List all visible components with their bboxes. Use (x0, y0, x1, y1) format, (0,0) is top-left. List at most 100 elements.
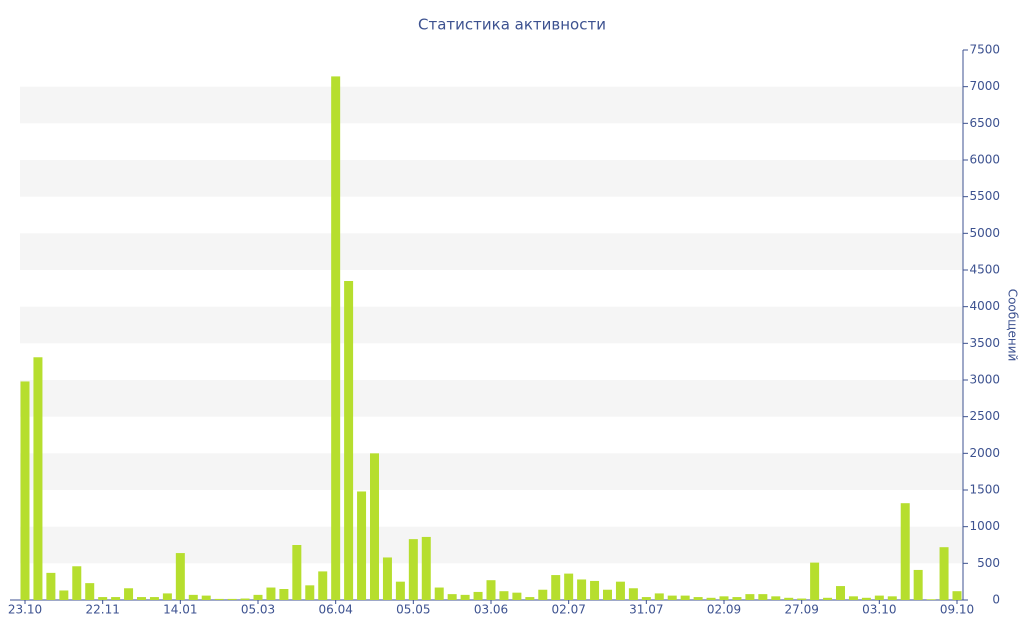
x-tick-label: 27.09 (784, 603, 818, 617)
bar (447, 594, 457, 600)
grid-band (20, 306, 963, 344)
y-axis-label: Сообщений (1006, 289, 1020, 362)
bar (641, 597, 651, 600)
bar (124, 588, 134, 600)
bar (680, 595, 690, 600)
bar (667, 595, 677, 600)
bar (628, 588, 638, 600)
grid-band (20, 233, 963, 270)
bar (861, 597, 871, 600)
y-tick-label: 2000 (969, 446, 1000, 460)
y-tick-label: 5000 (969, 226, 1000, 240)
bar (823, 597, 833, 600)
x-tick-label: 05.05 (396, 603, 430, 617)
bar (810, 562, 820, 600)
bar (98, 597, 108, 600)
bar (784, 597, 794, 600)
grid-band (20, 160, 963, 197)
bar (85, 583, 95, 600)
bar (460, 594, 470, 600)
bar (357, 491, 367, 600)
bar (797, 598, 807, 600)
bar (590, 580, 600, 600)
x-tick-label: 03.10 (862, 603, 896, 617)
bar (292, 545, 302, 600)
y-tick-label: 4500 (969, 263, 1000, 277)
bar (939, 547, 949, 600)
bar (473, 591, 483, 600)
bar (732, 597, 742, 600)
bar (370, 453, 379, 600)
grid-band (20, 453, 963, 490)
bar (137, 597, 146, 600)
bar (874, 595, 884, 600)
bar (408, 539, 418, 600)
grid-band (20, 526, 963, 564)
bar (201, 595, 211, 600)
bar (706, 597, 716, 600)
bar (538, 589, 548, 600)
bar (499, 591, 509, 600)
bar (900, 503, 910, 600)
bar (745, 594, 755, 600)
bar (382, 557, 392, 600)
bar (227, 598, 237, 600)
bar (577, 579, 587, 600)
bar (952, 591, 962, 600)
bar (33, 357, 43, 600)
bar (758, 594, 768, 600)
bar (149, 597, 159, 600)
bar (162, 593, 172, 600)
bar (615, 581, 625, 600)
bar (512, 592, 522, 600)
grid-band (20, 86, 963, 124)
x-tick-label: 31.07 (629, 603, 663, 617)
bar (693, 597, 703, 600)
y-tick-label: 1500 (969, 483, 1000, 497)
y-tick-label: 6000 (969, 153, 1000, 167)
bar (279, 589, 289, 600)
bar (836, 586, 845, 600)
bar (654, 593, 664, 600)
bar (305, 585, 315, 600)
bar (913, 569, 923, 600)
x-tick-label: 06.04 (318, 603, 352, 617)
bar (395, 581, 405, 600)
y-tick-label: 5500 (969, 189, 1000, 203)
bar (72, 566, 82, 600)
bar (887, 596, 897, 600)
x-tick-label: 09.10 (940, 603, 974, 617)
y-tick-label: 2500 (969, 409, 1000, 423)
x-tick-label: 03.06 (474, 603, 508, 617)
bar (266, 587, 276, 600)
y-tick-label: 7500 (969, 43, 1000, 57)
bar (175, 553, 185, 600)
y-tick-label: 4000 (969, 299, 1000, 313)
y-tick-label: 3500 (969, 336, 1000, 350)
x-tick-label: 23.10 (8, 603, 42, 617)
bar (344, 281, 354, 600)
grid-band (20, 380, 963, 417)
bar (214, 598, 224, 600)
y-tick-label: 7000 (969, 79, 1000, 93)
y-tick-label: 3000 (969, 373, 1000, 387)
bar (434, 587, 444, 600)
bar (331, 76, 341, 600)
bar (551, 575, 561, 600)
y-tick-label: 6500 (969, 116, 1000, 130)
bar (20, 381, 30, 600)
bar (253, 594, 263, 600)
bar (603, 589, 612, 600)
bar (421, 536, 431, 600)
x-tick-label: 02.09 (707, 603, 741, 617)
x-tick-label: 05.03 (241, 603, 275, 617)
bar (848, 596, 858, 600)
bar (188, 594, 198, 600)
bar (926, 599, 936, 600)
bar (46, 572, 56, 600)
x-tick-label: 14.01 (163, 603, 197, 617)
bar (318, 571, 328, 600)
bar (111, 597, 121, 600)
x-tick-label: 02.07 (551, 603, 585, 617)
